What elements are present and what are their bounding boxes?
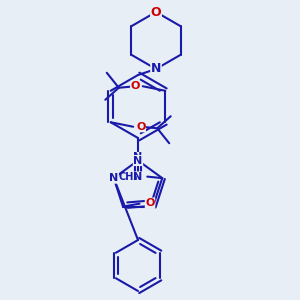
Text: O: O bbox=[136, 122, 146, 132]
Text: O: O bbox=[130, 81, 140, 91]
Text: CH₃: CH₃ bbox=[118, 172, 138, 182]
Text: O: O bbox=[145, 198, 155, 208]
Text: N: N bbox=[151, 62, 161, 76]
Text: N: N bbox=[134, 152, 142, 163]
Text: O: O bbox=[151, 5, 161, 19]
Text: N: N bbox=[109, 173, 119, 183]
Text: N: N bbox=[134, 155, 142, 166]
Text: N: N bbox=[134, 172, 142, 182]
